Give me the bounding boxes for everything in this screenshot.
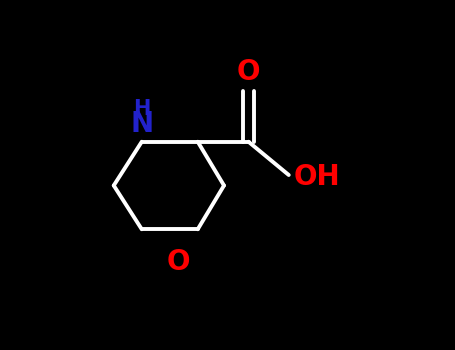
Text: O: O [237, 58, 260, 86]
Text: H: H [133, 99, 151, 119]
Text: OH: OH [294, 163, 341, 191]
Text: O: O [167, 248, 190, 276]
Text: N: N [130, 110, 153, 138]
